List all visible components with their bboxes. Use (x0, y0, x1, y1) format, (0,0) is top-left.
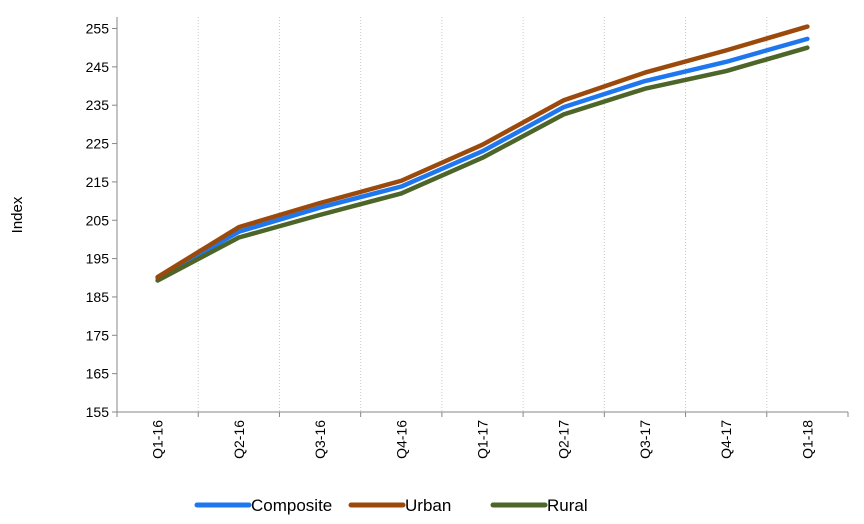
x-tick-label-Q2-16: Q2-16 (231, 420, 247, 459)
y-tick-label-175: 175 (86, 327, 110, 343)
legend-label-composite: Composite (251, 496, 332, 515)
x-tick-label-Q4-17: Q4-17 (718, 420, 734, 459)
legend-label-rural: Rural (547, 496, 588, 515)
legend: Composite Urban Rural (197, 496, 588, 515)
axes-layer: 155 165 175 185 195 205 215 225 235 245 255 Q1-16 Q2… (86, 17, 848, 459)
x-tick-label-Q1-18: Q1-18 (799, 420, 815, 459)
y-tick-label-255: 255 (86, 21, 110, 37)
x-tick-label-Q3-16: Q3-16 (312, 420, 328, 459)
y-axis-label: Index (9, 196, 26, 233)
y-tick-label-245: 245 (86, 59, 110, 75)
y-tick-label-215: 215 (86, 174, 110, 190)
series-layer (158, 26, 808, 280)
x-tick-label-Q4-16: Q4-16 (393, 420, 409, 459)
y-tick-label-185: 185 (86, 289, 110, 305)
legend-label-urban: Urban (405, 496, 451, 515)
x-tick-label-Q1-16: Q1-16 (150, 420, 166, 459)
x-tick-label-Q2-17: Q2-17 (556, 420, 572, 459)
x-tick-label-Q1-17: Q1-17 (475, 420, 491, 459)
series-line-rural (158, 48, 808, 281)
y-tick-label-195: 195 (86, 251, 110, 267)
y-tick-label-165: 165 (86, 366, 110, 382)
y-tick-label-155: 155 (86, 404, 110, 420)
y-tick-label-225: 225 (86, 136, 110, 152)
y-tick-label-205: 205 (86, 212, 110, 228)
x-tick-label-Q3-17: Q3-17 (637, 420, 653, 459)
y-tick-label-235: 235 (86, 97, 110, 113)
